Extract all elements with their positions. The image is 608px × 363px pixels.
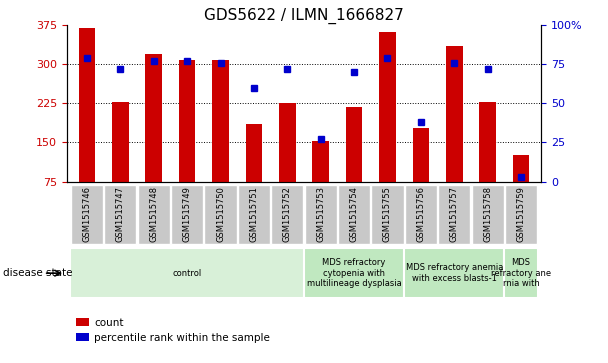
Text: GSM1515758: GSM1515758 — [483, 186, 492, 242]
Bar — [404, 248, 505, 298]
Bar — [71, 184, 103, 244]
Text: GSM1515750: GSM1515750 — [216, 186, 225, 242]
Bar — [112, 102, 129, 182]
Bar — [505, 248, 538, 298]
Text: GSM1515747: GSM1515747 — [116, 186, 125, 242]
Bar — [505, 184, 537, 244]
Text: disease state: disease state — [3, 268, 72, 278]
Text: control: control — [173, 269, 202, 278]
Text: GSM1515752: GSM1515752 — [283, 186, 292, 242]
Bar — [472, 184, 503, 244]
Bar — [70, 248, 304, 298]
Text: GSM1515755: GSM1515755 — [383, 186, 392, 242]
Legend: count, percentile rank within the sample: count, percentile rank within the sample — [72, 314, 274, 347]
Bar — [438, 184, 471, 244]
Text: MDS refractory
cytopenia with
multilineage dysplasia: MDS refractory cytopenia with multilinea… — [306, 258, 401, 288]
Bar — [305, 184, 337, 244]
Bar — [171, 184, 203, 244]
Text: MDS refractory anemia
with excess blasts-1: MDS refractory anemia with excess blasts… — [406, 264, 503, 283]
Bar — [313, 141, 329, 182]
Bar — [145, 54, 162, 182]
Bar — [338, 184, 370, 244]
Bar — [379, 32, 396, 182]
Text: GSM1515756: GSM1515756 — [416, 186, 426, 242]
Bar — [513, 155, 530, 182]
Bar — [137, 184, 170, 244]
Bar — [246, 124, 262, 182]
Bar — [446, 46, 463, 182]
Bar — [413, 128, 429, 182]
Text: GSM1515753: GSM1515753 — [316, 186, 325, 242]
Bar — [212, 60, 229, 182]
Bar — [371, 184, 404, 244]
Bar — [304, 248, 404, 298]
Text: GSM1515759: GSM1515759 — [517, 186, 525, 242]
Bar — [238, 184, 270, 244]
Text: MDS
refractory ane
rnia with: MDS refractory ane rnia with — [491, 258, 551, 288]
Bar — [346, 107, 362, 182]
Bar — [179, 60, 195, 182]
Bar — [78, 28, 95, 182]
Bar — [405, 184, 437, 244]
Bar — [479, 102, 496, 182]
Text: GSM1515746: GSM1515746 — [83, 186, 91, 242]
Title: GDS5622 / ILMN_1666827: GDS5622 / ILMN_1666827 — [204, 8, 404, 24]
Bar — [279, 103, 295, 182]
Bar — [271, 184, 303, 244]
Text: GSM1515751: GSM1515751 — [249, 186, 258, 242]
Text: GSM1515748: GSM1515748 — [149, 186, 158, 242]
Bar — [204, 184, 237, 244]
Text: GSM1515754: GSM1515754 — [350, 186, 359, 242]
Text: GSM1515749: GSM1515749 — [182, 186, 192, 242]
Text: GSM1515757: GSM1515757 — [450, 186, 459, 242]
Bar — [105, 184, 136, 244]
